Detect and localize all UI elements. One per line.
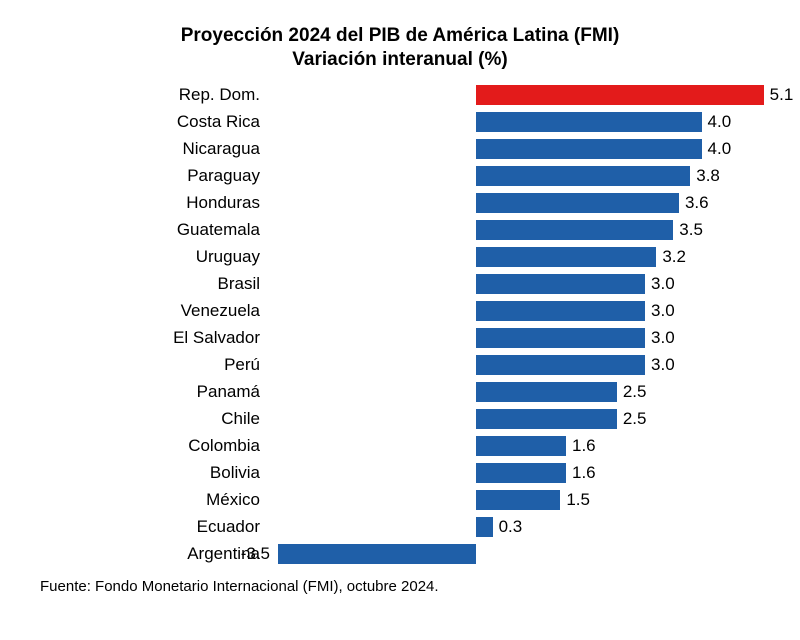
bar-area: 5.1: [268, 84, 760, 106]
country-label: Costa Rica: [40, 112, 268, 132]
chart-title-line2: Variación interanual (%): [292, 49, 507, 70]
table-row: Argentina-3.5: [40, 541, 760, 568]
bar-area: 3.8: [268, 165, 760, 187]
gdp-projection-chart: Proyección 2024 del PIB de América Latin…: [0, 0, 800, 640]
bar-area: 4.0: [268, 138, 760, 160]
table-row: Bolivia 1.6: [40, 460, 760, 487]
value-label: 2.5: [623, 381, 647, 403]
table-row: Colombia 1.6: [40, 433, 760, 460]
value-label: 3.2: [662, 246, 686, 268]
country-label: México: [40, 490, 268, 510]
bar: [476, 490, 561, 510]
bar-area: 2.5: [268, 408, 760, 430]
value-label: 4.0: [708, 138, 732, 160]
table-row: El Salvador 3.0: [40, 325, 760, 352]
table-row: Perú 3.0: [40, 352, 760, 379]
bar: [476, 328, 645, 348]
country-label: Argentina: [40, 544, 268, 564]
table-row: Brasil 3.0: [40, 271, 760, 298]
bar-area: 3.2: [268, 246, 760, 268]
bar: [476, 436, 566, 456]
country-label: Colombia: [40, 436, 268, 456]
bar: [476, 355, 645, 375]
bar-area: 3.5: [268, 219, 760, 241]
value-label: 3.0: [651, 327, 675, 349]
value-label: 5.1: [770, 84, 794, 106]
value-label: 4.0: [708, 111, 732, 133]
bar-area: 3.0: [268, 327, 760, 349]
bar-area: 2.5: [268, 381, 760, 403]
country-label: Ecuador: [40, 517, 268, 537]
bar: [476, 112, 702, 132]
bar-area: 0.3: [268, 516, 760, 538]
table-row: Uruguay 3.2: [40, 244, 760, 271]
value-label: 3.6: [685, 192, 709, 214]
bar: [476, 193, 679, 213]
value-label: 3.0: [651, 273, 675, 295]
bar-area: 3.0: [268, 354, 760, 376]
country-label: Perú: [40, 355, 268, 375]
value-label: 1.5: [566, 489, 590, 511]
bar-area: 1.6: [268, 462, 760, 484]
value-label: 3.8: [696, 165, 720, 187]
table-row: Venezuela 3.0: [40, 298, 760, 325]
chart-title: Proyección 2024 del PIB de América Latin…: [40, 24, 760, 72]
bar: [278, 544, 476, 564]
table-row: Ecuador 0.3: [40, 514, 760, 541]
country-label: Panamá: [40, 382, 268, 402]
chart-title-line1: Proyección 2024 del PIB de América Latin…: [181, 25, 620, 46]
country-label: Venezuela: [40, 301, 268, 321]
chart-source: Fuente: Fondo Monetario Internacional (F…: [40, 578, 760, 595]
bar-area: 1.6: [268, 435, 760, 457]
bar-area: 4.0: [268, 111, 760, 133]
bar: [476, 166, 691, 186]
value-label: 2.5: [623, 408, 647, 430]
bar: [476, 220, 674, 240]
value-label: 1.6: [572, 462, 596, 484]
country-label: Chile: [40, 409, 268, 429]
country-label: Honduras: [40, 193, 268, 213]
country-label: Uruguay: [40, 247, 268, 267]
bar-area: -3.5: [268, 543, 760, 565]
table-row: Paraguay 3.8: [40, 163, 760, 190]
bar: [476, 382, 617, 402]
country-label: El Salvador: [40, 328, 268, 348]
bar-area: 3.0: [268, 273, 760, 295]
bar-area: 1.5: [268, 489, 760, 511]
chart-rows: Rep. Dom.5.1Costa Rica4.0Nicaragua4.0Par…: [40, 82, 760, 568]
bar: [476, 274, 645, 294]
bar-area: 3.6: [268, 192, 760, 214]
bar: [476, 409, 617, 429]
bar: [476, 301, 645, 321]
country-label: Bolivia: [40, 463, 268, 483]
table-row: México 1.5: [40, 487, 760, 514]
table-row: Nicaragua 4.0: [40, 136, 760, 163]
table-row: Chile 2.5: [40, 406, 760, 433]
value-label: -3.5: [241, 543, 270, 565]
bar: [476, 85, 764, 105]
bar: [476, 463, 566, 483]
country-label: Paraguay: [40, 166, 268, 186]
country-label: Rep. Dom.: [40, 85, 268, 105]
country-label: Nicaragua: [40, 139, 268, 159]
table-row: Rep. Dom.5.1: [40, 82, 760, 109]
bar: [476, 139, 702, 159]
bar: [476, 517, 493, 537]
table-row: Guatemala 3.5: [40, 217, 760, 244]
country-label: Guatemala: [40, 220, 268, 240]
country-label: Brasil: [40, 274, 268, 294]
value-label: 0.3: [499, 516, 523, 538]
value-label: 3.5: [679, 219, 703, 241]
table-row: Costa Rica 4.0: [40, 109, 760, 136]
table-row: Panamá 2.5: [40, 379, 760, 406]
bar-area: 3.0: [268, 300, 760, 322]
bar: [476, 247, 657, 267]
table-row: Honduras 3.6: [40, 190, 760, 217]
value-label: 3.0: [651, 300, 675, 322]
value-label: 1.6: [572, 435, 596, 457]
value-label: 3.0: [651, 354, 675, 376]
